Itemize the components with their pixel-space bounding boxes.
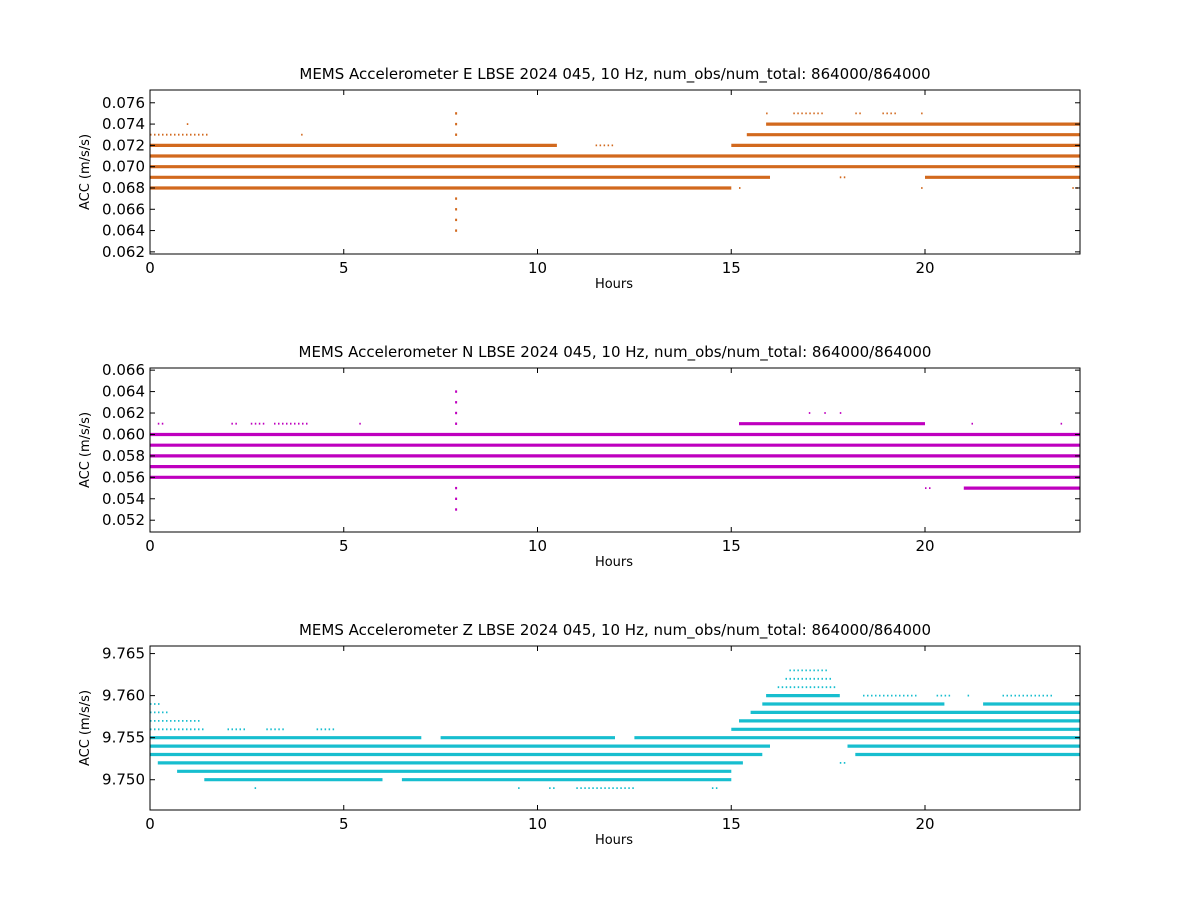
spike-point-e-1	[455, 122, 458, 126]
x-tick-label-z-1: 5	[339, 815, 349, 833]
y-tick-label-z-2: 9.760	[102, 687, 145, 705]
x-tick-label-e-0: 0	[145, 259, 155, 277]
x-axis-label-z: Hours	[595, 833, 633, 848]
y-tick-label-n-2: 0.056	[102, 468, 145, 486]
y-axis-e: 0.062 0.064 0.066 0.068 0.070 0.072 0.074 0.076	[102, 94, 1080, 261]
data-marks-z	[150, 669, 1080, 789]
x-tick-label-z-0: 0	[145, 815, 155, 833]
x-tick-label-n-2: 10	[528, 537, 547, 555]
plot-area-n: 0.052 0.054 0.056 0.058 0.060 0.062 0.064 0.066…	[102, 361, 1081, 555]
x-tick-label-z-4: 20	[915, 815, 934, 833]
y-tick-label-e-6: 0.074	[102, 115, 145, 133]
spike-point-e-5	[455, 218, 458, 222]
y-tick-label-z-1: 9.755	[102, 729, 145, 747]
y-tick-label-n-7: 0.066	[102, 361, 145, 379]
x-tick-label-z-3: 15	[722, 815, 741, 833]
spike-point-n-1	[455, 401, 458, 404]
y-tick-label-n-5: 0.062	[102, 404, 145, 422]
x-tick-label-n-0: 0	[145, 537, 155, 555]
spike-point-e-2	[455, 133, 458, 136]
x-tick-label-e-1: 5	[339, 259, 349, 277]
y-tick-label-e-4: 0.070	[102, 158, 145, 176]
y-tick-label-e-3: 0.068	[102, 179, 145, 197]
x-tick-label-n-4: 20	[915, 537, 934, 555]
plot-background-n	[150, 368, 1080, 532]
y-tick-label-n-0: 0.052	[102, 511, 145, 529]
spike-point-e-4	[455, 208, 458, 211]
y-axis-label-z: ACC (m/s/s)	[78, 690, 93, 766]
x-tick-label-e-3: 15	[722, 259, 741, 277]
y-tick-label-e-0: 0.062	[102, 243, 145, 261]
x-tick-label-n-1: 5	[339, 537, 349, 555]
x-tick-label-n-3: 15	[722, 537, 741, 555]
chart-title-e: MEMS Accelerometer E LBSE 2024 045, 10 H…	[299, 65, 930, 84]
y-axis-label-e: ACC (m/s/s)	[78, 134, 93, 210]
spike-point-n-6	[455, 508, 458, 511]
y-axis-z: 9.750 9.755 9.760 9.765	[102, 645, 1080, 789]
plot-area-e: 0.062 0.064 0.066 0.068 0.070 0.072 0.074 0.076…	[102, 89, 1081, 277]
plot-frame-e	[149, 89, 1081, 255]
spike-point-n-5	[455, 497, 458, 500]
y-tick-label-e-1: 0.064	[102, 222, 145, 240]
plot-area-z: 9.750 9.755 9.760 9.765 0 5 10 15 20	[102, 645, 1081, 833]
y-tick-label-e-5: 0.072	[102, 136, 145, 154]
chart-title-n: MEMS Accelerometer N LBSE 2024 045, 10 H…	[299, 343, 932, 362]
plot-frame-n	[149, 367, 1081, 533]
x-tick-label-z-2: 10	[528, 815, 547, 833]
x-axis-label-n: Hours	[595, 555, 633, 570]
y-axis-n: 0.052 0.054 0.056 0.058 0.060 0.062 0.064 0.066	[102, 361, 1080, 529]
y-tick-label-n-4: 0.060	[102, 425, 145, 443]
x-axis-n: 0 5 10 15 20	[145, 368, 935, 555]
chart-title-z: MEMS Accelerometer Z LBSE 2024 045, 10 H…	[299, 621, 931, 640]
y-tick-label-e-2: 0.066	[102, 200, 145, 218]
data-marks-n	[150, 390, 1080, 511]
x-tick-label-e-4: 20	[915, 259, 934, 277]
plot-frame-z	[149, 645, 1081, 811]
x-tick-label-e-2: 10	[528, 259, 547, 277]
x-axis-e: 0 5 10 15 20	[145, 90, 935, 277]
spike-point-n-0	[455, 390, 458, 393]
x-axis-z: 0 5 10 15 20	[145, 646, 935, 833]
y-axis-label-n: ACC (m/s/s)	[78, 412, 93, 488]
y-tick-label-n-3: 0.058	[102, 447, 145, 465]
spike-point-n-3	[455, 422, 458, 425]
y-tick-label-z-3: 9.765	[102, 645, 145, 663]
spike-point-e-6	[455, 229, 458, 232]
data-marks-e	[150, 112, 1080, 232]
panel-n: MEMS Accelerometer N LBSE 2024 045, 10 H…	[78, 343, 1081, 570]
spike-point-n-2	[455, 411, 458, 415]
y-tick-label-n-1: 0.054	[102, 490, 145, 508]
y-tick-label-n-6: 0.064	[102, 383, 145, 401]
panel-z: MEMS Accelerometer Z LBSE 2024 045, 10 H…	[78, 621, 1081, 848]
spike-point-n-4	[455, 486, 458, 490]
spike-point-e-3	[455, 197, 458, 200]
y-tick-label-z-0: 9.750	[102, 771, 145, 789]
x-axis-label-e: Hours	[595, 277, 633, 292]
y-tick-label-e-7: 0.076	[102, 94, 145, 112]
spike-point-e-0	[455, 112, 458, 115]
panel-e: MEMS Accelerometer E LBSE 2024 045, 10 H…	[78, 65, 1081, 292]
plot-background-e	[150, 90, 1080, 254]
